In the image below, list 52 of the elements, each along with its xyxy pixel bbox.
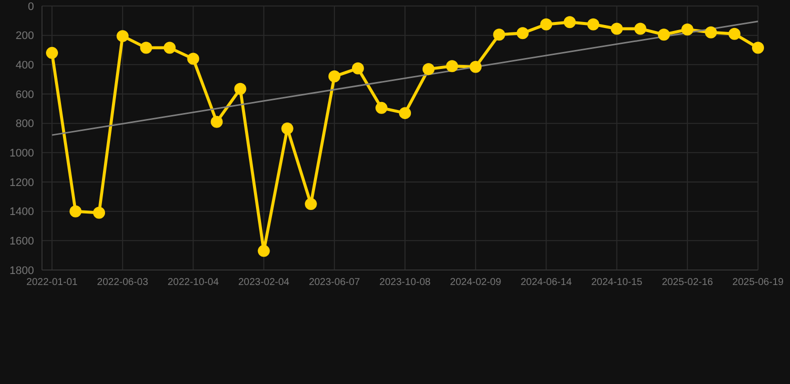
y-tick-label: 0 xyxy=(28,0,34,13)
point xyxy=(93,206,106,219)
x-tick-label: 2022-06-03 xyxy=(97,277,149,288)
y-tick-label: 1800 xyxy=(10,264,34,277)
point xyxy=(164,42,176,54)
point xyxy=(46,46,58,59)
point xyxy=(140,42,152,54)
point xyxy=(681,23,694,36)
point xyxy=(399,107,411,120)
y-tick-label: 1400 xyxy=(10,206,34,218)
point xyxy=(422,63,435,76)
point xyxy=(328,70,340,82)
point xyxy=(375,102,388,114)
point xyxy=(587,18,600,30)
point xyxy=(234,82,246,95)
point xyxy=(352,62,364,74)
point xyxy=(304,198,317,210)
point xyxy=(704,26,717,38)
point xyxy=(70,205,82,218)
x-tick-label: 2025-02-16 xyxy=(662,277,714,288)
x-tick-label: 2023-02-04 xyxy=(238,277,290,288)
point xyxy=(187,52,200,65)
x-tick-label: 2024-06-14 xyxy=(520,277,572,288)
y-tick-label: 1600 xyxy=(10,236,34,248)
y-tick-label: 1200 xyxy=(10,176,34,189)
y-tick-label: 800 xyxy=(16,118,34,130)
point xyxy=(752,42,764,54)
point xyxy=(728,28,740,40)
point xyxy=(258,244,270,257)
point xyxy=(610,22,623,35)
y-tick-label: 600 xyxy=(16,88,34,101)
point xyxy=(540,18,552,30)
x-tick-label: 2024-10-15 xyxy=(591,277,643,288)
x-tick-label: 2024-02-09 xyxy=(450,277,502,288)
point xyxy=(564,16,576,28)
point xyxy=(493,28,506,41)
x-tick-label: 2022-01-01 xyxy=(26,277,78,288)
x-tick-label: 2022-10-04 xyxy=(168,277,220,288)
point xyxy=(116,30,129,42)
y-tick-label: 200 xyxy=(16,30,34,42)
point xyxy=(658,28,670,41)
x-tick-label: 2023-10-08 xyxy=(379,277,432,288)
x-tick-label: 2023-06-07 xyxy=(308,277,360,288)
y-tick-label: 400 xyxy=(16,60,34,72)
point xyxy=(210,116,223,128)
point xyxy=(470,60,482,73)
point xyxy=(516,27,529,40)
point xyxy=(281,122,294,134)
point xyxy=(446,60,458,72)
point xyxy=(634,22,646,35)
y-tick-label: 1000 xyxy=(10,148,34,160)
x-tick-label: 2025-06-19 xyxy=(732,277,784,288)
